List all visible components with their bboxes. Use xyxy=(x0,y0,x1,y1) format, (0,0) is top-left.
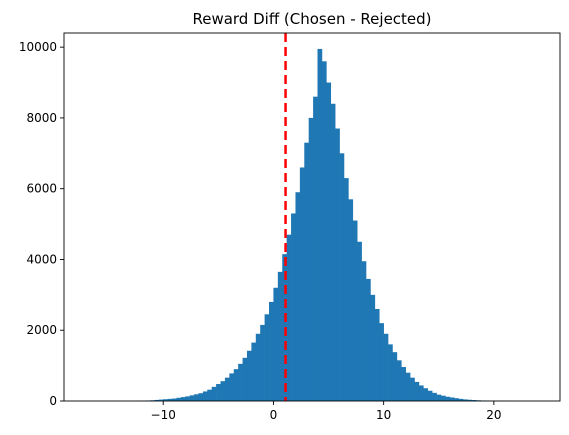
histogram-bar xyxy=(207,389,212,401)
histogram-bar xyxy=(392,352,398,401)
histogram-bar xyxy=(463,399,468,401)
histogram-bar xyxy=(330,103,336,402)
histogram-bar xyxy=(229,373,235,401)
histogram-bar xyxy=(167,398,173,401)
histogram-bar xyxy=(233,369,239,401)
histogram-bar xyxy=(436,394,442,401)
histogram-bar xyxy=(286,234,292,401)
plot-frame xyxy=(63,32,561,402)
histogram-bar xyxy=(352,220,358,401)
histogram-bar xyxy=(185,396,190,401)
histogram-bar xyxy=(396,360,402,401)
y-tick-label: 10000 xyxy=(19,40,57,54)
histogram-bar xyxy=(339,153,345,401)
histogram-bar xyxy=(383,333,389,401)
histogram-bar xyxy=(313,96,318,401)
histogram-bar xyxy=(449,397,455,401)
chart-title: Reward Diff (Chosen - Rejected) xyxy=(192,10,431,28)
histogram-bar xyxy=(427,390,433,401)
histogram-bar xyxy=(326,82,332,401)
histogram-bar xyxy=(440,395,446,401)
histogram-bar xyxy=(321,61,327,402)
histogram-bar xyxy=(414,381,420,401)
histogram-bar xyxy=(388,344,393,401)
histogram-bar xyxy=(216,384,221,401)
y-axis: 0 2000 4000 6000 8000 10000 xyxy=(19,40,64,408)
histogram-bar xyxy=(158,399,164,401)
histogram-bar xyxy=(335,128,340,402)
histogram-bar xyxy=(180,397,186,401)
histogram-bar xyxy=(471,400,477,401)
histogram-bar xyxy=(370,294,376,401)
histogram-bar xyxy=(374,309,380,401)
histogram-bar xyxy=(454,398,459,401)
histogram-bar xyxy=(224,377,230,401)
histogram-bar xyxy=(176,397,182,401)
y-tick-label: 4000 xyxy=(26,252,57,266)
x-tick-label: 10 xyxy=(376,408,391,422)
histogram-bar xyxy=(202,391,208,401)
histogram-bar xyxy=(277,271,283,401)
histogram-bar xyxy=(238,363,243,401)
histogram-bar xyxy=(163,399,168,401)
histogram-bar xyxy=(246,350,252,401)
histogram-bar xyxy=(458,398,464,401)
histogram-bar xyxy=(410,377,415,401)
histogram-bar xyxy=(304,142,309,401)
histogram-bar xyxy=(343,178,349,401)
x-tick-label: 20 xyxy=(486,408,501,422)
histogram-bar xyxy=(264,314,270,401)
histogram-bar xyxy=(357,241,362,401)
histogram-bar xyxy=(317,48,323,402)
histogram-bar xyxy=(194,394,199,401)
x-tick-label: 0 xyxy=(270,408,278,422)
histogram-bar xyxy=(220,381,226,401)
histogram-bar xyxy=(299,167,305,401)
histogram-bar xyxy=(291,213,296,401)
x-tick-label: −10 xyxy=(151,408,176,422)
histogram-bar xyxy=(189,395,195,401)
histogram-bar xyxy=(255,333,261,401)
histogram-bar xyxy=(269,301,274,401)
y-tick-label: 2000 xyxy=(26,323,57,337)
histogram-bar xyxy=(295,192,301,401)
histogram-bar xyxy=(242,357,248,401)
histogram-bar xyxy=(366,278,371,401)
histogram-bar xyxy=(418,385,424,401)
histogram-bar xyxy=(154,399,160,401)
histogram-bar xyxy=(445,396,451,401)
histogram-bar xyxy=(401,367,406,401)
histogram-bar xyxy=(467,399,473,401)
histogram-bar xyxy=(379,323,384,401)
x-axis: −10 0 10 20 xyxy=(151,401,502,422)
bars-group xyxy=(136,48,521,402)
histogram-bar xyxy=(260,324,265,401)
histogram-bar xyxy=(251,342,257,401)
y-tick-label: 6000 xyxy=(26,182,57,196)
histogram-bar xyxy=(423,388,429,401)
y-tick-label: 8000 xyxy=(26,111,57,125)
histogram-bar xyxy=(172,398,177,401)
y-tick-label: 0 xyxy=(49,394,57,408)
histogram-bar xyxy=(361,261,367,401)
histogram-bar xyxy=(211,386,217,401)
histogram-bar xyxy=(405,372,411,401)
histogram-bar xyxy=(432,392,437,401)
histogram-bar xyxy=(348,199,354,401)
histogram-bar xyxy=(198,393,204,401)
histogram-bar xyxy=(273,287,279,401)
histogram-bar xyxy=(308,117,314,402)
